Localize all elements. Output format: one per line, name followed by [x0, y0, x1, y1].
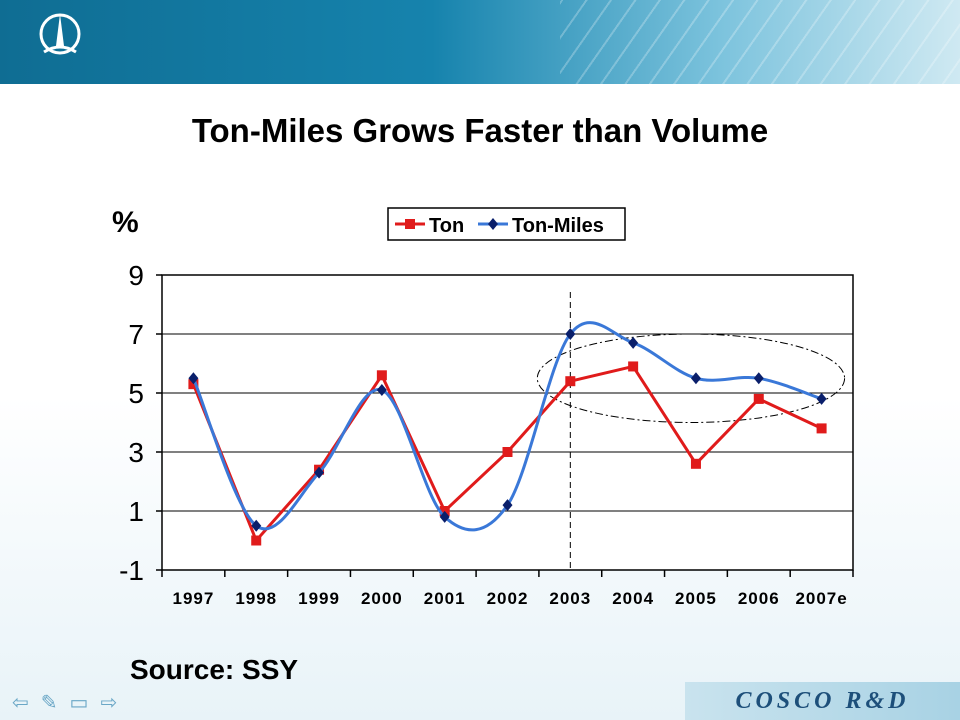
- plot-area: [161, 274, 854, 571]
- data-point-ton: [628, 361, 639, 372]
- data-point-ton-miles: [314, 466, 325, 479]
- data-point-ton: [753, 393, 764, 404]
- x-tick-label: 1997: [172, 589, 214, 608]
- y-tick-label: -1: [119, 555, 144, 586]
- forward-arrow-icon[interactable]: ⇨: [100, 692, 118, 714]
- data-point-ton-miles: [439, 510, 450, 523]
- screen-icon[interactable]: ▭: [69, 692, 89, 714]
- data-point-ton-miles: [690, 372, 701, 385]
- y-tick-label: 5: [128, 378, 144, 409]
- x-tick-label: 2002: [487, 589, 529, 608]
- x-tick-label: 2006: [738, 589, 780, 608]
- source-note: Source: SSY: [130, 654, 299, 685]
- data-point-ton: [816, 423, 827, 434]
- legend-label: Ton: [429, 215, 464, 237]
- cosco-logo-icon: [39, 13, 81, 55]
- data-point-ton-miles: [251, 519, 262, 532]
- header-banner: [0, 0, 960, 84]
- y-tick-label: 9: [128, 260, 144, 291]
- data-point-ton-miles: [502, 499, 513, 512]
- data-point-ton-miles: [816, 392, 827, 405]
- y-tick-label: 1: [128, 496, 144, 527]
- back-arrow-icon[interactable]: ⇦: [12, 692, 29, 714]
- y-tick-label: 3: [128, 437, 144, 468]
- highlight-ellipse: [536, 333, 846, 423]
- data-point-ton: [565, 376, 576, 387]
- data-point-ton-miles: [188, 372, 199, 385]
- data-point-ton-miles: [628, 336, 639, 349]
- legend-marker: [405, 219, 415, 229]
- x-tick-label: 2003: [549, 589, 591, 608]
- legend: Ton Ton-Miles: [387, 207, 626, 241]
- slide-title: Ton-Miles Grows Faster than Volume: [191, 112, 769, 149]
- data-point-ton-miles: [753, 372, 764, 385]
- banner-decoration: [560, 0, 960, 84]
- x-tick-label: 2007e: [795, 589, 847, 608]
- legend-marker: [488, 218, 498, 230]
- data-point-ton-miles: [376, 384, 387, 397]
- data-point-ton-miles: [565, 328, 576, 340]
- data-point-ton: [376, 370, 387, 381]
- footer-brand: COSCO R&D: [685, 682, 960, 720]
- pen-icon[interactable]: ✎: [40, 692, 58, 714]
- x-tick-label: 2004: [612, 589, 654, 608]
- x-tick-label: 2005: [675, 589, 717, 608]
- data-point-ton: [251, 535, 262, 546]
- slide-navigation: ⇦ ✎ ▭ ⇨: [12, 690, 117, 715]
- x-tick-label: 2001: [424, 589, 466, 608]
- y-tick-label: 7: [128, 319, 144, 350]
- x-tick-label: 2000: [361, 589, 403, 608]
- legend-label: Ton-Miles: [512, 215, 604, 237]
- data-point-ton: [690, 458, 701, 469]
- data-point-ton: [502, 447, 513, 457]
- x-tick-label: 1999: [298, 589, 340, 608]
- x-tick-label: 1998: [235, 589, 277, 608]
- unit-label: %: [112, 206, 139, 239]
